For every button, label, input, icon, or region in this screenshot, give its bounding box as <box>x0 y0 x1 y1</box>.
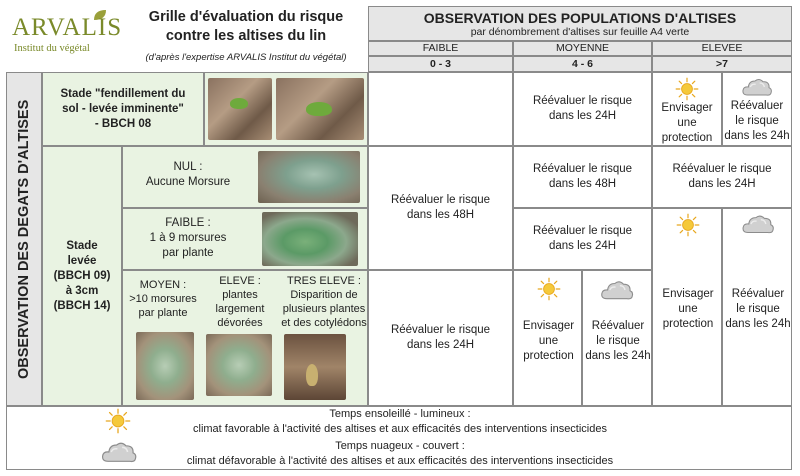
damage-nul-photo <box>258 151 360 203</box>
level-moyenne: MOYENNE <box>513 41 652 56</box>
action-r1-elevee-cloud: Réévaluer le risque dans les 24h <box>722 72 792 146</box>
cloud-icon <box>740 75 774 99</box>
logo-tagline: Institut du végétal <box>14 43 90 54</box>
title-line-2: contre les altises du lin <box>165 28 327 44</box>
title-line-1: Grille d'évaluation du risque <box>148 9 344 25</box>
legend <box>6 406 792 470</box>
range-faible: 0 - 3 <box>368 56 513 72</box>
action-r4-moyenne-cloud: Réévaluer le risque dans les 24h <box>582 270 652 406</box>
left-axis-cell <box>6 72 42 406</box>
damage-moyen-text: MOYEN : >10 morsures par plante <box>129 279 197 319</box>
legend-cloudy-title: Temps nuageux - couvert : <box>335 440 465 452</box>
damage-faible-photo <box>262 212 358 266</box>
legend-sunny-title: Temps ensoleillé - lumineux : <box>329 408 471 420</box>
damage-nul-text: NUL : Aucune Morsure <box>145 161 231 188</box>
action-r1-moyenne: Réévaluer le risque dans les 24H <box>513 72 652 146</box>
cloud-icon <box>100 438 138 466</box>
level-faible: FAIBLE <box>368 41 513 56</box>
range-elevee: >7 <box>652 56 792 72</box>
legend-sunny-desc: climat favorable à l'activité des altise… <box>193 423 607 435</box>
sun-icon <box>674 77 700 101</box>
action-faible-48h: Réévaluer le risque dans les 48H <box>368 146 513 270</box>
damage-eleve-text: ELEVE : plantes largement dévorées <box>215 275 265 329</box>
action-r2-moyenne: Réévaluer le risque dans les 48H <box>513 146 652 208</box>
damage-tres-eleve-photo <box>284 334 346 400</box>
action-r4-faible: Réévaluer le risque dans les 24H <box>368 270 513 406</box>
level-elevee: ELEVEE <box>652 41 792 56</box>
left-axis-label: OBSERVATION DES DEGATS D'ALTISES <box>16 99 32 379</box>
sun-icon <box>536 277 562 301</box>
damage-moyen-photo <box>136 332 194 400</box>
action-r34-elevee-sun: Envisager une protection <box>652 208 722 406</box>
leaf-icon <box>94 10 106 20</box>
logo-name: ARVALIS <box>12 14 123 41</box>
stage-2-label: Stade levée (BBCH 09) à 3cm (BBCH 14) <box>42 146 122 406</box>
range-moyenne: 4 - 6 <box>513 56 652 72</box>
sun-icon <box>104 408 132 434</box>
legend-cloudy-desc: climat défavorable à l'activité des alti… <box>186 455 614 467</box>
cloud-icon <box>599 277 635 303</box>
action-r4-moyenne-sun: Envisager une protection <box>513 270 582 406</box>
observation-header: OBSERVATION DES POPULATIONS D'ALTISES pa… <box>368 6 792 41</box>
action-r1-elevee-sun: Envisager une protection <box>652 72 722 146</box>
action-r2-elevee: Réévaluer le risque dans les 24H <box>652 146 792 208</box>
damage-faible-text: FAIBLE : 1 à 9 morsures par plante <box>149 217 227 259</box>
stage-1-photo-right <box>276 78 364 140</box>
damage-eleve-photo <box>206 334 272 396</box>
cloud-icon <box>741 211 775 237</box>
observation-title: OBSERVATION DES POPULATIONS D'ALTISES <box>423 10 737 26</box>
stage-1-label: Stade "fendillement du sol - levée immin… <box>42 72 204 146</box>
page-title: Grille d'évaluation du risque contre les… <box>128 8 364 46</box>
arvalis-logo: ARVALIS Institut du végétal <box>8 8 128 54</box>
stage-1-photo-left <box>208 78 272 140</box>
action-r34-elevee-cloud: Réévaluer le risque dans les 24h <box>722 208 792 406</box>
damage-tres-eleve-text: TRES ELEVE : Disparition de plusieurs pl… <box>281 275 367 329</box>
action-r1-faible <box>368 72 513 146</box>
sun-icon <box>675 213 701 237</box>
observation-subtitle: par dénombrement d'altises sur feuille A… <box>470 26 690 38</box>
action-r3-moyenne: Réévaluer le risque dans les 24H <box>513 208 652 270</box>
page-subtitle: (d'après l'expertise ARVALIS Institut du… <box>145 52 347 63</box>
